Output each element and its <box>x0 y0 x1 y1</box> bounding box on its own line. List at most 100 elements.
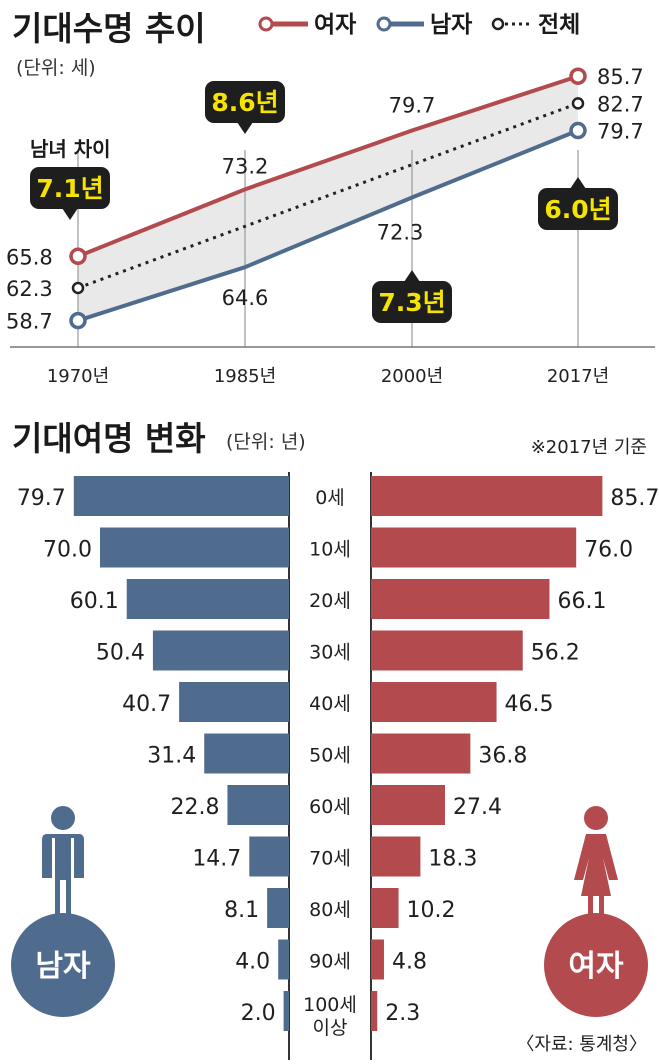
remaining-life-chart: 기대여명 변화 (단위: 년) ※2017년 기준 79.7 85.7 0세 70.0… <box>11 419 659 1060</box>
legend-label-female: 여자 <box>314 12 356 38</box>
legend-label-total: 전체 <box>538 12 580 38</box>
legend-marker-total-icon <box>491 17 505 31</box>
age-category-label: 0세 <box>315 487 345 509</box>
total-value-label: 62.3 <box>6 277 53 301</box>
male-value-label: 72.3 <box>377 220 424 244</box>
male-badge-label: 남자 <box>35 949 91 984</box>
female-bar-value: 56.2 <box>531 641 580 666</box>
legend-marker-male-icon <box>376 16 392 32</box>
male-bar <box>227 785 289 825</box>
gender-gap-callout: 6.0년 <box>538 177 618 230</box>
male-point <box>69 311 87 330</box>
female-bar <box>371 888 399 928</box>
male-bar <box>152 630 289 671</box>
female-bar-value: 18.3 <box>428 847 477 872</box>
male-bar-value: 79.7 <box>17 486 66 511</box>
gender-gap-label: 남녀 차이 <box>30 137 111 161</box>
male-bar-value: 50.4 <box>96 641 145 666</box>
age-category-label: 10세 <box>309 539 351 561</box>
life-expectancy-chart: 기대수명 추이 (단위: 세) 여자 남자 전체 1970년 1985년 2000년… <box>6 9 655 387</box>
female-series-line <box>77 74 579 259</box>
male-bar <box>249 836 289 877</box>
bottom-chart-note: ※2017년 기준 <box>531 437 647 458</box>
female-bar <box>371 785 445 825</box>
top-chart-plot: 1970년 1985년 2000년 2017년 65.8 62.3 58.7 73.2 64.6… <box>6 65 655 387</box>
legend-item-male: 남자 <box>376 12 472 38</box>
bottom-chart-title: 기대여명 변화 <box>12 419 206 458</box>
female-bar <box>371 476 603 516</box>
legend-item-female: 여자 <box>258 12 356 38</box>
male-point <box>569 121 587 140</box>
top-chart-legend: 여자 남자 전체 <box>258 12 580 38</box>
age-category-label: 70세 <box>309 848 351 870</box>
male-bar-value: 40.7 <box>122 692 171 717</box>
male-value-label: 58.7 <box>6 310 53 334</box>
male-bar <box>204 733 289 774</box>
female-bar-value: 76.0 <box>584 538 633 563</box>
male-value-label: 79.7 <box>597 120 644 144</box>
gender-gap-value: 7.1년 <box>36 174 103 203</box>
male-bar-value: 31.4 <box>147 744 196 769</box>
male-bar-value: 60.1 <box>70 589 119 614</box>
male-bar-value: 4.0 <box>235 950 270 975</box>
age-category-label: 50세 <box>309 745 351 767</box>
total-point <box>571 97 585 110</box>
male-bar <box>283 991 289 1031</box>
top-chart-title: 기대수명 추이 <box>12 9 206 48</box>
female-point <box>569 67 587 85</box>
x-tick-label: 1985년 <box>214 366 276 387</box>
age-category-label: 100세 이상 <box>303 994 357 1039</box>
total-value-label: 82.7 <box>597 92 644 116</box>
female-bar-value: 36.8 <box>478 744 527 769</box>
male-series-line <box>77 128 579 323</box>
bottom-chart-unit: (단위: 년) <box>226 431 306 453</box>
gender-gap-value: 7.3년 <box>378 288 445 317</box>
male-bar-value: 2.0 <box>241 1001 276 1026</box>
age-category-label: 60세 <box>309 796 351 818</box>
male-bar-value: 22.8 <box>170 795 219 820</box>
female-bar-value: 2.3 <box>385 1001 420 1026</box>
female-value-label: 65.8 <box>6 245 53 269</box>
gender-gap-callout: 7.3년 <box>372 270 452 323</box>
bottom-chart-plot: 79.7 85.7 0세 70.0 76.0 10세 60.1 66.1 20세 50.4 56.2… <box>17 472 659 1060</box>
age-category-label: 80세 <box>309 899 351 921</box>
male-bar <box>126 579 289 619</box>
female-point <box>69 247 87 266</box>
gender-gap-area <box>78 76 578 321</box>
female-bar <box>371 579 550 619</box>
male-value-label: 64.6 <box>222 286 269 310</box>
age-category-label: 40세 <box>309 693 351 715</box>
female-bar-value: 85.7 <box>610 486 659 511</box>
age-category-label: 90세 <box>309 951 351 973</box>
male-bar <box>278 939 289 980</box>
gender-gap-value: 6.0년 <box>544 195 611 224</box>
legend-item-total: 전체 <box>491 12 580 38</box>
gender-gap-callout: 8.6년 <box>205 81 285 134</box>
female-bar <box>371 527 577 568</box>
x-tick-label: 2000년 <box>381 366 443 387</box>
female-value-label: 73.2 <box>222 154 269 178</box>
total-point <box>71 281 85 295</box>
x-tick-label: 1970년 <box>47 366 109 387</box>
total-series-line <box>77 101 579 290</box>
female-value-label: 85.7 <box>597 65 644 89</box>
legend-label-male: 남자 <box>430 12 472 38</box>
male-bar <box>73 476 289 516</box>
female-bar-value: 4.8 <box>392 950 427 975</box>
female-bar-value: 10.2 <box>407 898 456 923</box>
female-bar <box>371 733 471 774</box>
female-bar <box>371 630 523 671</box>
age-category-label: 20세 <box>309 590 351 612</box>
female-bar-value: 66.1 <box>557 589 606 614</box>
legend-marker-female-icon <box>258 16 274 32</box>
female-bar <box>371 682 497 722</box>
male-bar-value: 8.1 <box>224 898 259 923</box>
gender-gap-value: 8.6년 <box>211 88 278 117</box>
female-bar-value: 27.4 <box>453 795 502 820</box>
top-chart-unit: (단위: 세) <box>16 57 96 79</box>
male-person-icon: 남자 <box>11 806 115 1017</box>
source-note: 〈자료: 통계청〉 <box>516 1034 647 1055</box>
age-category-label: 30세 <box>309 642 351 664</box>
female-bar <box>371 836 421 877</box>
